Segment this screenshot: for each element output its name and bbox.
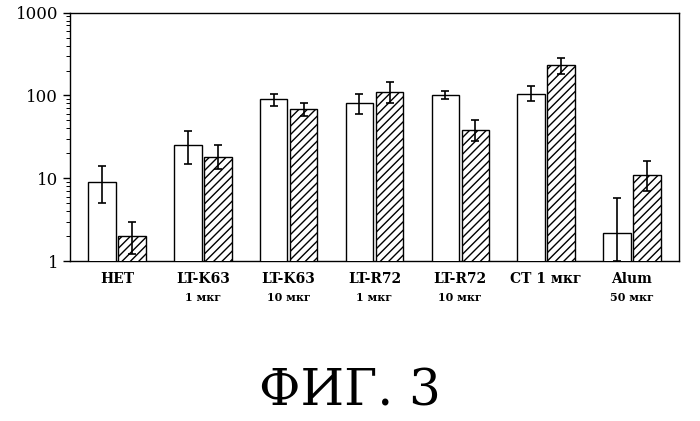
Text: LT-R72: LT-R72 [348,272,401,286]
Text: 50 мкг: 50 мкг [610,292,654,303]
Bar [174,145,202,421]
Text: LT-K63: LT-K63 [262,272,316,286]
Text: ФИГ. 3: ФИГ. 3 [259,368,441,417]
Bar [376,92,403,421]
Text: 1 мкг: 1 мкг [356,292,393,303]
Bar [547,66,575,421]
Text: LT-K63: LT-K63 [176,272,230,286]
Bar [517,93,545,421]
Bar [431,96,459,421]
Text: LT-R72: LT-R72 [434,272,486,286]
Text: CT 1 мкг: CT 1 мкг [510,272,582,286]
Bar [204,157,232,421]
Text: 1 мкг: 1 мкг [185,292,221,303]
Bar [118,236,146,421]
Text: Alum: Alum [611,272,652,286]
Bar [260,99,288,421]
Bar [603,233,631,421]
Text: НЕТ: НЕТ [100,272,134,286]
Text: 10 мкг: 10 мкг [438,292,482,303]
Bar [346,104,373,421]
Bar [290,109,318,421]
Text: 10 мкг: 10 мкг [267,292,311,303]
Bar [461,130,489,421]
Bar [633,175,661,421]
Bar [88,182,116,421]
